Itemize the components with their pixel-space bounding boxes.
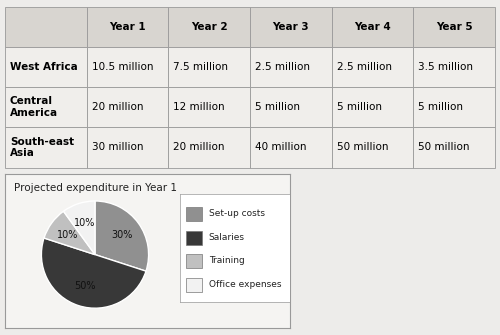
Bar bbox=[186, 278, 202, 292]
Text: Projected expenditure in Year 1: Projected expenditure in Year 1 bbox=[14, 184, 176, 193]
Wedge shape bbox=[44, 211, 95, 255]
Bar bbox=[186, 254, 202, 268]
Text: 10%: 10% bbox=[74, 218, 96, 228]
Text: 30%: 30% bbox=[111, 230, 132, 240]
Text: Office expenses: Office expenses bbox=[208, 280, 281, 289]
Bar bbox=[186, 231, 202, 245]
Wedge shape bbox=[95, 201, 148, 271]
Wedge shape bbox=[64, 201, 95, 255]
Bar bbox=[186, 207, 202, 221]
Text: Training: Training bbox=[208, 256, 244, 265]
Text: 10%: 10% bbox=[58, 230, 79, 240]
Wedge shape bbox=[42, 238, 146, 308]
Text: Set-up costs: Set-up costs bbox=[208, 209, 264, 218]
Text: 50%: 50% bbox=[74, 281, 96, 291]
Text: Salaries: Salaries bbox=[208, 233, 244, 242]
